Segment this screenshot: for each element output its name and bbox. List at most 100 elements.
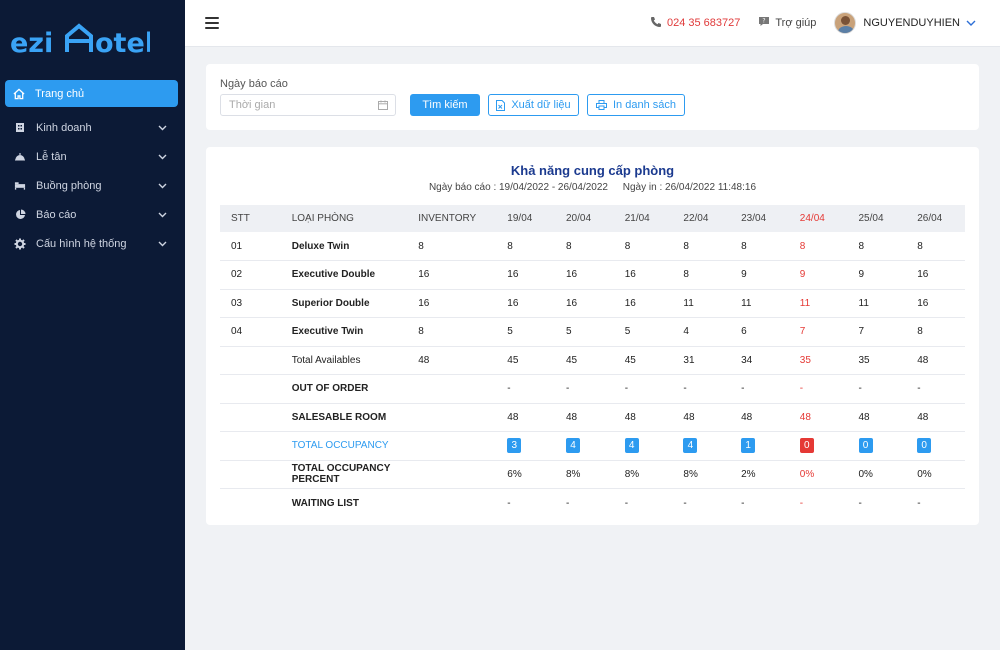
table-cell: 31 bbox=[672, 346, 731, 375]
table-cell bbox=[407, 403, 497, 432]
sidebar-item-reports[interactable]: Báo cáo bbox=[0, 200, 185, 229]
table-cell: 8% bbox=[672, 460, 731, 489]
svg-text:?: ? bbox=[763, 18, 766, 25]
column-header: 19/04 bbox=[507, 213, 533, 224]
table-cell: 48 bbox=[730, 403, 789, 432]
date-placeholder: Thời gian bbox=[229, 99, 276, 111]
table-cell: 0 bbox=[847, 431, 907, 461]
sidebar-item-label: Cấu hình hệ thống bbox=[36, 237, 127, 250]
hotline[interactable]: 024 35 683727 bbox=[650, 16, 740, 31]
table-cell bbox=[220, 489, 281, 518]
table-cell: 02 bbox=[220, 260, 281, 290]
table-row: TOTAL OCCUPANCY 3 4 4 4 1 0 0 0 bbox=[220, 431, 965, 461]
table-cell: 16 bbox=[496, 260, 555, 290]
table-cell: 04 bbox=[220, 317, 281, 347]
column-header: 25/04 bbox=[858, 213, 884, 224]
table-row: 04 Executive Twin 8 5 5 5 4 6 7 7 8 bbox=[220, 317, 965, 347]
table-cell: SALESABLE ROOM bbox=[280, 403, 408, 432]
table-cell: 9 bbox=[847, 260, 907, 290]
table-cell: 7 bbox=[788, 317, 848, 347]
home-icon bbox=[13, 88, 25, 100]
table-cell: 8% bbox=[613, 460, 673, 489]
table-row: Total Availables 48 45 45 45 31 34 35 35 48 bbox=[220, 346, 965, 375]
table-cell bbox=[220, 431, 281, 461]
column-header: 21/04 bbox=[624, 213, 650, 224]
table-cell: 9 bbox=[788, 260, 848, 290]
sidebar: ezi otel Trang chủ Kinh doanh bbox=[0, 0, 185, 650]
table-cell: 0 bbox=[788, 431, 848, 461]
brand-logo[interactable]: ezi otel bbox=[0, 0, 185, 80]
sidebar-item-label: Trang chủ bbox=[35, 87, 85, 100]
table-cell: 11 bbox=[847, 289, 907, 318]
user-menu[interactable]: NGUYENDUYHIEN bbox=[834, 12, 976, 34]
table-cell bbox=[220, 346, 281, 375]
table-row: 01 Deluxe Twin 8 8 8 8 8 8 8 8 8 bbox=[220, 232, 965, 261]
sidebar-item-housekeeping[interactable]: Buồng phòng bbox=[0, 171, 185, 200]
table-cell: 16 bbox=[613, 260, 673, 290]
table-cell: - bbox=[858, 497, 862, 509]
table-cell: 8 bbox=[847, 232, 907, 261]
sidebar-item-label: Buồng phòng bbox=[36, 179, 102, 192]
table-cell: 0% bbox=[788, 460, 848, 489]
table-cell: 8 bbox=[496, 232, 555, 261]
date-range-input[interactable]: Thời gian bbox=[220, 94, 396, 116]
sidebar-item-settings[interactable]: Cấu hình hệ thống bbox=[0, 229, 185, 258]
print-list-button[interactable]: In danh sách bbox=[587, 94, 685, 116]
table-cell: 45 bbox=[555, 346, 614, 375]
column-header: 26/04 bbox=[917, 213, 943, 224]
building-icon bbox=[14, 122, 26, 134]
table-cell: 16 bbox=[496, 289, 555, 318]
table-cell: - bbox=[917, 497, 921, 509]
table-cell: Deluxe Twin bbox=[280, 232, 408, 261]
table-cell: 8% bbox=[555, 460, 614, 489]
table-cell: Total Availables bbox=[280, 346, 408, 375]
table-cell: - bbox=[566, 497, 570, 509]
table-cell: - bbox=[613, 374, 673, 404]
occupancy-badge: 4 bbox=[566, 438, 580, 454]
table-cell: 4 bbox=[672, 317, 731, 347]
report-range: Ngày báo cáo : 19/04/2022 - 26/04/2022 bbox=[428, 182, 608, 193]
table-cell: 48 bbox=[407, 346, 497, 375]
table-cell: 16 bbox=[906, 260, 965, 290]
table-cell: - bbox=[741, 497, 745, 509]
table-cell: 11 bbox=[672, 289, 731, 318]
column-header: INVENTORY bbox=[418, 213, 477, 224]
report-meta: Ngày báo cáo : 19/04/2022 - 26/04/2022 N… bbox=[206, 182, 979, 193]
table-cell: 2% bbox=[730, 460, 789, 489]
chevron-down-icon bbox=[157, 210, 167, 220]
table-cell: 45 bbox=[613, 346, 673, 375]
column-header: 23/04 bbox=[741, 213, 767, 224]
table-cell: 8 bbox=[788, 232, 848, 261]
table-cell: 48 bbox=[496, 403, 555, 432]
table-cell: OUT OF ORDER bbox=[280, 374, 408, 404]
sidebar-item-home[interactable]: Trang chủ bbox=[5, 80, 178, 107]
table-cell: 01 bbox=[220, 232, 281, 261]
table-cell: 8 bbox=[906, 317, 965, 347]
table-cell: 16 bbox=[906, 289, 965, 318]
topbar-right: 024 35 683727 ? Trợ giúp NGUYENDUYHIEN bbox=[650, 12, 1000, 34]
table-cell: WAITING LIST bbox=[291, 497, 359, 509]
table-cell: 45 bbox=[496, 346, 555, 375]
table-cell: - bbox=[847, 374, 907, 404]
chevron-down-icon bbox=[157, 239, 167, 249]
chevron-down-icon bbox=[157, 152, 167, 162]
column-header: 22/04 bbox=[683, 213, 709, 224]
table-cell: 8 bbox=[730, 232, 789, 261]
sidebar-item-reception[interactable]: Lễ tân bbox=[0, 142, 185, 171]
help-link[interactable]: ? Trợ giúp bbox=[758, 16, 816, 30]
username: NGUYENDUYHIEN bbox=[863, 17, 960, 29]
table-cell: Executive Twin bbox=[280, 317, 408, 347]
menu-toggle-icon[interactable] bbox=[205, 17, 219, 29]
export-data-button[interactable]: Xuất dữ liệu bbox=[488, 94, 579, 116]
column-header: LOẠI PHÒNG bbox=[291, 213, 354, 224]
table-cell: 3 bbox=[496, 431, 555, 461]
report-date-label: Ngày báo cáo bbox=[220, 78, 288, 90]
table-cell: - bbox=[496, 374, 555, 404]
table-row: OUT OF ORDER - - - - - - - - bbox=[220, 374, 965, 404]
topbar: 024 35 683727 ? Trợ giúp NGUYENDUYHIEN bbox=[185, 0, 1000, 47]
sidebar-item-label: Kinh doanh bbox=[36, 121, 92, 134]
search-button[interactable]: Tìm kiếm bbox=[410, 94, 480, 116]
table-cell: 4 bbox=[672, 431, 731, 461]
filter-panel: Ngày báo cáo Thời gian Tìm kiếm Xuất dữ … bbox=[206, 64, 979, 130]
sidebar-item-business[interactable]: Kinh doanh bbox=[0, 113, 185, 142]
